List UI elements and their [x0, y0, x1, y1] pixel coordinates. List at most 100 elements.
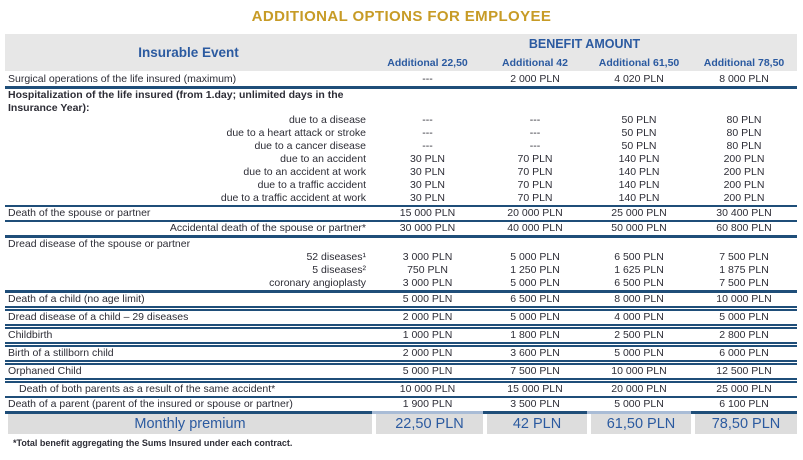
table-row: Surgical operations of the life insured …: [5, 73, 797, 89]
table-row: Childbirth 1 000 PLN 1 800 PLN 2 500 PLN…: [5, 324, 797, 342]
row-value: 70 PLN: [517, 192, 553, 205]
row-value: 6 500 PLN: [614, 251, 664, 264]
column-header-additional-42: Additional 42: [502, 57, 568, 69]
row-value: 4 000 PLN: [614, 311, 664, 324]
benefit-amount-header: BENEFIT AMOUNT: [528, 37, 641, 51]
page-title: ADDITIONAL OPTIONS FOR EMPLOYEE: [251, 8, 552, 25]
row-value: 70 PLN: [517, 179, 553, 192]
row-value: 15 000 PLN: [507, 383, 563, 396]
row-value: 140 PLN: [618, 179, 660, 192]
row-value: 25 000 PLN: [611, 207, 667, 220]
row-value: 3 000 PLN: [402, 277, 453, 290]
table-row: Accidental death of the spouse or partne…: [5, 220, 797, 238]
row-label: Childbirth: [8, 329, 53, 342]
monthly-premium-value-6150: 61,50 PLN: [587, 413, 691, 434]
row-value: 80 PLN: [726, 127, 762, 140]
row-value: 50 PLN: [621, 114, 657, 127]
row-value: 30 PLN: [409, 192, 446, 205]
footnote: *Total benefit aggregating the Sums Insu…: [13, 437, 293, 448]
row-label: Birth of a stillborn child: [8, 347, 114, 360]
row-value: 30 PLN: [409, 166, 446, 179]
row-label: 52 diseases¹: [306, 251, 366, 264]
row-value: 5 000 PLN: [510, 251, 560, 264]
table-row: Death of a child (no age limit) 5 000 PL…: [5, 290, 797, 306]
row-value: ---: [422, 127, 433, 140]
row-value: 1 000 PLN: [402, 329, 453, 342]
row-value: 750 PLN: [407, 264, 448, 277]
row-value: 6 100 PLN: [691, 398, 797, 414]
row-label: Accidental death of the spouse or partne…: [169, 222, 366, 235]
row-label: due to an accident: [280, 153, 366, 166]
table-row: Dread disease of the spouse or partner: [5, 238, 797, 251]
row-value: 2 000 PLN: [402, 347, 453, 360]
row-value: 1 250 PLN: [510, 264, 560, 277]
row-value: 70 PLN: [517, 166, 553, 179]
row-value: 200 PLN: [723, 179, 765, 192]
row-value: 2 500 PLN: [614, 329, 664, 342]
row-value: 50 PLN: [621, 140, 657, 153]
row-value: 2 800 PLN: [719, 329, 769, 342]
row-value: 2 000 PLN: [510, 73, 560, 86]
row-label: due to a traffic accident: [257, 179, 366, 192]
row-value: 140 PLN: [618, 166, 660, 179]
row-value: ---: [422, 73, 433, 86]
monthly-premium-label: Monthly premium: [5, 413, 372, 434]
row-value: 70 PLN: [517, 153, 553, 166]
row-value: 80 PLN: [726, 114, 762, 127]
row-value: 8 000 PLN: [614, 293, 664, 306]
row-label: Dread disease of a child – 29 diseases: [8, 311, 189, 324]
table-row: Death of both parents as a result of the…: [5, 378, 797, 396]
row-value: 40 000 PLN: [507, 222, 563, 235]
row-label: Death of both parents as a result of the…: [19, 383, 276, 396]
row-value: 30 400 PLN: [716, 207, 772, 220]
row-value: 60 800 PLN: [716, 222, 772, 235]
table-row: Death of the spouse or partner 15 000 PL…: [5, 205, 797, 220]
row-value: 5 000 PLN: [402, 293, 453, 306]
row-value: 20 000 PLN: [507, 207, 563, 220]
table-row: Dread disease of a child – 29 diseases 2…: [5, 306, 797, 324]
row-label: Death of the spouse or partner: [8, 207, 151, 220]
row-value: 140 PLN: [618, 192, 660, 205]
row-label: due to a heart attack or stroke: [226, 127, 367, 140]
monthly-premium-value-42: 42 PLN: [483, 413, 587, 434]
row-label: Orphaned Child: [8, 365, 82, 378]
table-row: Orphaned Child 5 000 PLN 7 500 PLN 10 00…: [5, 360, 797, 378]
column-header-additional-7850: Additional 78,50: [703, 57, 785, 69]
row-value: 12 500 PLN: [716, 365, 772, 378]
row-value: ---: [529, 127, 541, 140]
row-value: 2 000 PLN: [402, 311, 453, 324]
table-row: due to a heart attack or stroke --- --- …: [5, 127, 797, 140]
row-value: 5 000 PLN: [510, 311, 560, 324]
row-value: 3 500 PLN: [483, 398, 587, 414]
row-label: due to a disease: [288, 114, 366, 127]
row-value: 1 875 PLN: [719, 264, 769, 277]
row-value: 10 000 PLN: [611, 365, 667, 378]
row-label: Hospitalization of the life insured (fro…: [8, 89, 344, 114]
row-value: ---: [422, 114, 433, 127]
row-value: ---: [529, 140, 541, 153]
row-value: 3 000 PLN: [402, 251, 453, 264]
row-value: 200 PLN: [723, 192, 765, 205]
row-label: Surgical operations of the life insured …: [8, 73, 237, 86]
row-value: 80 PLN: [726, 140, 762, 153]
row-value: 7 500 PLN: [510, 365, 560, 378]
benefits-table: Insurable Event BENEFIT AMOUNT Additiona…: [5, 34, 797, 448]
monthly-premium-value-7850: 78,50 PLN: [691, 413, 797, 434]
benefit-amount-header-group: BENEFIT AMOUNT Additional 22,50 Addition…: [372, 34, 797, 71]
row-value: 200 PLN: [723, 153, 765, 166]
table-row: due to a traffic accident at work 30 PLN…: [5, 192, 797, 205]
row-value: 200 PLN: [723, 166, 765, 179]
row-value: 5 000 PLN: [719, 311, 769, 324]
row-label: due to a cancer disease: [254, 140, 367, 153]
monthly-premium-value-2250: 22,50 PLN: [372, 413, 483, 434]
row-value: 1 800 PLN: [510, 329, 560, 342]
row-value: 1 900 PLN: [372, 398, 483, 414]
table-row: Hospitalization of the life insured (fro…: [5, 89, 797, 114]
table-row: coronary angioplasty 3 000 PLN 5 000 PLN…: [5, 277, 797, 290]
row-value: 30 PLN: [409, 153, 446, 166]
row-value: 50 000 PLN: [611, 222, 667, 235]
table-row: due to a cancer disease --- --- 50 PLN 8…: [5, 140, 797, 153]
table-row: due to an accident 30 PLN 70 PLN 140 PLN…: [5, 153, 797, 166]
row-value: 5 000 PLN: [614, 347, 664, 360]
table-row: due to an accident at work 30 PLN 70 PLN…: [5, 166, 797, 179]
